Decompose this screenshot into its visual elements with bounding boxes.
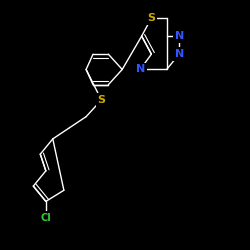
Text: N: N (174, 49, 184, 59)
Text: N: N (136, 64, 145, 74)
Text: S: S (148, 13, 156, 23)
Text: S: S (98, 95, 106, 105)
Text: N: N (174, 31, 184, 41)
Text: Cl: Cl (40, 213, 51, 223)
